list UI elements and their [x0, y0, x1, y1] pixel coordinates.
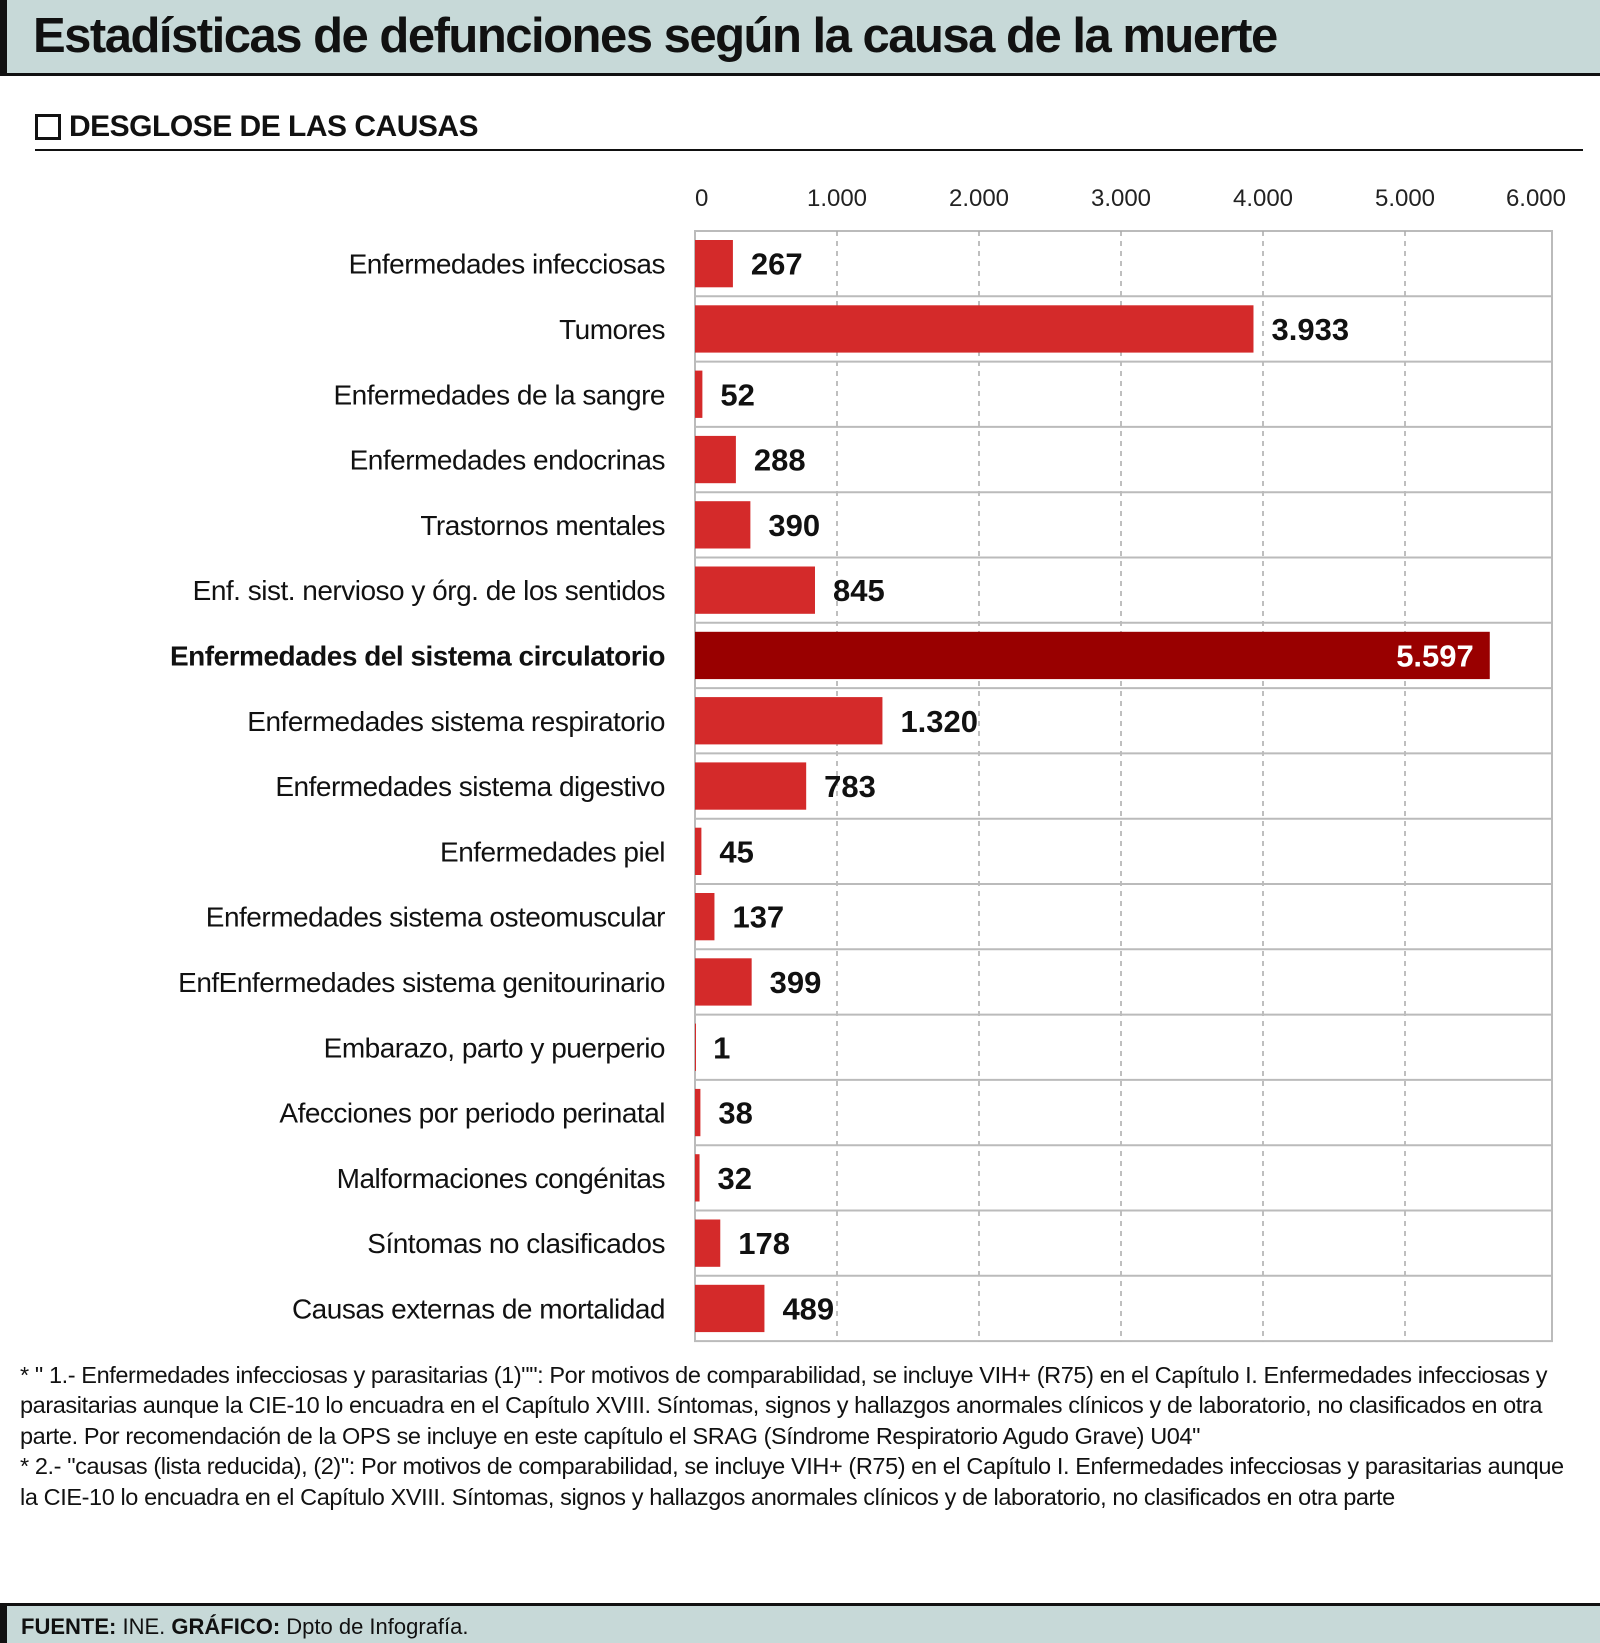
value-label: 32 — [718, 1161, 752, 1196]
bar — [695, 631, 1490, 680]
footnotes: * " 1.- Enfermedades infecciosas y paras… — [20, 1360, 1580, 1512]
value-label: 45 — [719, 834, 753, 869]
chart-title: Estadísticas de defunciones según la cau… — [33, 9, 1278, 63]
value-label: 288 — [754, 443, 806, 478]
category-label: Tumores — [559, 314, 665, 345]
divider — [35, 149, 1583, 151]
bar — [695, 1284, 765, 1333]
source-bar: FUENTE: INE. GRÁFICO: Dpto de Infografía… — [0, 1603, 1600, 1643]
category-label: Enfermedades piel — [440, 836, 665, 867]
bar — [695, 762, 807, 810]
value-label: 489 — [782, 1291, 834, 1326]
bar-chart: 0 1.000 2.000 3.000 4.000 5.000 6.000 Enfermeda… — [170, 185, 1566, 1343]
tick-label: 4.000 — [1233, 185, 1293, 212]
value-label: 178 — [738, 1226, 790, 1261]
category-label: Enfermedades del sistema circulatorio — [170, 640, 665, 671]
bar — [695, 370, 703, 418]
bar — [695, 893, 715, 941]
bar — [695, 1219, 721, 1267]
value-label: 1 — [713, 1030, 730, 1065]
category-label: Trastornos mentales — [420, 510, 665, 541]
tick-label: 3.000 — [1091, 185, 1151, 212]
value-label: 783 — [824, 769, 876, 804]
value-label: 137 — [732, 900, 784, 935]
category-label: Enfermedades sistema osteomuscular — [206, 902, 665, 933]
category-label: Enfermedades infecciosas — [349, 249, 665, 280]
category-label: Causas externas de mortalidad — [292, 1293, 665, 1324]
bar — [695, 827, 702, 875]
graphic-value: Dpto de Infografía. — [286, 1614, 469, 1639]
category-label: Embarazo, parto y puerperio — [324, 1032, 665, 1063]
bar — [695, 697, 883, 745]
value-label: 399 — [770, 965, 822, 1000]
value-label: 1.320 — [900, 704, 978, 739]
bar — [695, 958, 752, 1006]
category-label: Enfermedades sistema respiratorio — [247, 706, 665, 737]
bar — [695, 1088, 701, 1137]
value-label: 38 — [718, 1096, 752, 1131]
tick-label: 1.000 — [807, 185, 867, 212]
value-label: 52 — [720, 377, 754, 412]
value-label: 3.933 — [1271, 312, 1349, 347]
category-label: Enfermedades sistema digestivo — [275, 771, 665, 802]
category-label: Afecciones por periodo perinatal — [279, 1098, 665, 1129]
source-value: INE. — [122, 1614, 166, 1639]
category-label: Enf. sist. nervioso y órg. de los sentid… — [193, 575, 665, 606]
tick-label: 2.000 — [949, 185, 1009, 212]
value-label: 267 — [751, 247, 803, 282]
value-label: 5.597 — [1396, 638, 1474, 673]
category-label: Malformaciones congénitas — [337, 1163, 665, 1194]
bar — [695, 1154, 700, 1202]
category-label: Síntomas no clasificados — [367, 1228, 665, 1259]
bar — [695, 435, 736, 484]
value-label: 390 — [768, 508, 820, 543]
value-label: 845 — [833, 573, 885, 608]
section-heading-text: DESGLOSE DE LAS CAUSAS — [69, 110, 479, 143]
bar — [695, 566, 815, 614]
footnote-1: * " 1.- Enfermedades infecciosas y paras… — [20, 1362, 1548, 1449]
category-label: EnfEnfermedades sistema genitourinario — [178, 967, 665, 998]
square-icon — [35, 114, 61, 140]
tick-label: 5.000 — [1375, 185, 1435, 212]
tick-label: 0 — [695, 185, 708, 212]
title-bar: Estadísticas de defunciones según la cau… — [0, 0, 1600, 76]
graphic-label: GRÁFICO: — [171, 1614, 281, 1639]
section-heading: DESGLOSE DE LAS CAUSAS — [35, 110, 479, 144]
bar — [695, 501, 751, 549]
plot-frame — [694, 230, 1553, 1343]
category-label: Enfermedades endocrinas — [350, 445, 665, 476]
bar — [695, 305, 1254, 353]
footnote-2: * 2.- "causas (lista reducida), (2)": Po… — [20, 1453, 1564, 1510]
source-label: FUENTE: — [21, 1614, 117, 1639]
bar — [695, 1023, 696, 1071]
tick-label: 6.000 — [1506, 185, 1566, 212]
category-label: Enfermedades de la sangre — [334, 379, 666, 410]
bar — [695, 240, 733, 288]
